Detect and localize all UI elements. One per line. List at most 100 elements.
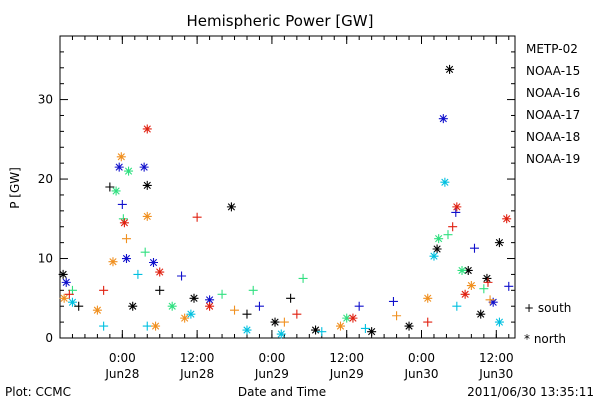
point-noaa-19-north <box>502 214 512 224</box>
plot-timestamp: 2011/06/30 13:35:11 <box>467 385 594 399</box>
point-noaa-16-north <box>242 325 252 335</box>
point-noaa-15-north <box>61 277 71 287</box>
point-metp-02-north <box>482 273 492 283</box>
point-noaa-15-north <box>438 114 448 124</box>
x-tick-label-time: 12:00 <box>329 351 364 365</box>
point-noaa-16-north <box>440 177 450 187</box>
x-tick-label-time: 12:00 <box>479 351 514 365</box>
point-noaa-15-north <box>121 254 131 264</box>
point-noaa-18-north <box>116 152 126 162</box>
point-metp-02-north <box>128 301 138 311</box>
point-noaa-18-north <box>423 293 433 303</box>
point-noaa-15-south <box>451 207 461 217</box>
point-noaa-15-south <box>504 281 514 291</box>
series-legend: METP-02 NOAA-15 NOAA-16 NOAA-17 NOAA-18 NOAA-… <box>526 42 580 166</box>
point-metp-02-north <box>476 309 486 319</box>
point-noaa-18-south <box>279 317 289 327</box>
point-noaa-15-north <box>205 295 215 305</box>
x-tick-label-date: Jun29 <box>329 367 364 381</box>
point-metp-02-north <box>226 202 236 212</box>
plot-credit: Plot: CCMC <box>5 385 71 399</box>
point-metp-02-north <box>367 327 377 337</box>
point-noaa-18-north <box>151 321 161 331</box>
point-noaa-15-south <box>177 271 187 281</box>
point-noaa-17-north <box>167 301 177 311</box>
point-noaa-17-south <box>248 285 258 295</box>
point-noaa-16-south <box>142 321 152 331</box>
point-noaa-19-north <box>452 202 462 212</box>
point-noaa-18-north <box>59 293 69 303</box>
point-noaa-16-north <box>186 309 196 319</box>
x-tick-label-time: 0:00 <box>408 351 435 365</box>
point-noaa-16-north <box>494 317 504 327</box>
legend-south-marker: + south <box>524 301 571 315</box>
point-metp-02-south <box>74 301 84 311</box>
point-noaa-15-south <box>469 243 479 253</box>
point-noaa-19-north <box>119 218 129 228</box>
point-metp-02-south <box>242 309 252 319</box>
point-noaa-15-north <box>114 162 124 172</box>
legend-noaa-15: NOAA-15 <box>526 64 580 78</box>
point-noaa-18-north <box>92 305 102 315</box>
point-noaa-19-south <box>99 285 109 295</box>
point-noaa-17-south <box>298 273 308 283</box>
point-noaa-18-south <box>485 295 495 305</box>
point-noaa-17-south <box>443 230 453 240</box>
point-noaa-17-south <box>479 284 489 294</box>
point-noaa-16-south <box>452 301 462 311</box>
point-metp-02-north <box>432 244 442 254</box>
point-noaa-18-south <box>392 311 402 321</box>
point-noaa-16-north <box>429 251 439 261</box>
point-noaa-17-south <box>140 247 150 257</box>
point-metp-02-north <box>463 265 473 275</box>
y-axis-label: P [GW] <box>8 167 22 209</box>
point-noaa-16-south <box>360 323 370 333</box>
point-noaa-19-north <box>142 124 152 134</box>
point-noaa-19-south <box>192 212 202 222</box>
point-noaa-15-south <box>254 301 264 311</box>
x-tick-label-date: Jun28 <box>179 367 214 381</box>
legend-north-marker: * north <box>524 332 566 346</box>
legend-noaa-17: NOAA-17 <box>526 108 580 122</box>
point-noaa-19-north <box>155 267 165 277</box>
point-noaa-16-south <box>99 321 109 331</box>
point-noaa-19-south <box>292 309 302 319</box>
legend-noaa-19: NOAA-19 <box>526 152 580 166</box>
point-metp-02-north <box>404 321 414 331</box>
x-tick-label-time: 0:00 <box>109 351 136 365</box>
point-noaa-18-north <box>142 211 152 221</box>
chart-title: Hemispheric Power [GW] <box>187 12 374 30</box>
point-metp-02-north <box>189 293 199 303</box>
plot-frame <box>59 35 516 339</box>
point-noaa-18-south <box>230 305 240 315</box>
y-tick-label: 30 <box>38 93 53 107</box>
x-tick-label-date: Jun28 <box>104 367 139 381</box>
point-noaa-16-south <box>317 327 327 337</box>
point-noaa-17-north <box>434 234 444 244</box>
point-metp-02-south <box>105 182 115 192</box>
y-ticks: 0 10 20 30 <box>38 51 515 345</box>
point-noaa-17-north <box>111 186 121 196</box>
point-noaa-19-south <box>64 289 74 299</box>
point-noaa-19-south <box>448 222 458 232</box>
legend-noaa-16: NOAA-16 <box>526 86 580 100</box>
point-metp-02-south <box>155 285 165 295</box>
legend-noaa-18: NOAA-18 <box>526 130 580 144</box>
point-metp-02-north <box>270 317 280 327</box>
point-noaa-15-south <box>388 296 398 306</box>
point-noaa-18-north <box>335 321 345 331</box>
point-noaa-19-north <box>348 313 358 323</box>
x-tick-label-date: Jun30 <box>478 367 513 381</box>
point-metp-02-north <box>58 269 68 279</box>
y-tick-label: 20 <box>38 172 53 186</box>
point-noaa-15-north <box>488 297 498 307</box>
point-metp-02-north <box>311 325 321 335</box>
x-axis-label: Date and Time <box>238 385 326 399</box>
point-noaa-18-north <box>180 313 190 323</box>
point-noaa-15-south <box>117 199 127 209</box>
point-noaa-19-south <box>423 317 433 327</box>
point-noaa-18-south <box>121 234 131 244</box>
x-tick-label-time: 12:00 <box>180 351 215 365</box>
point-metp-02-north <box>142 180 152 190</box>
